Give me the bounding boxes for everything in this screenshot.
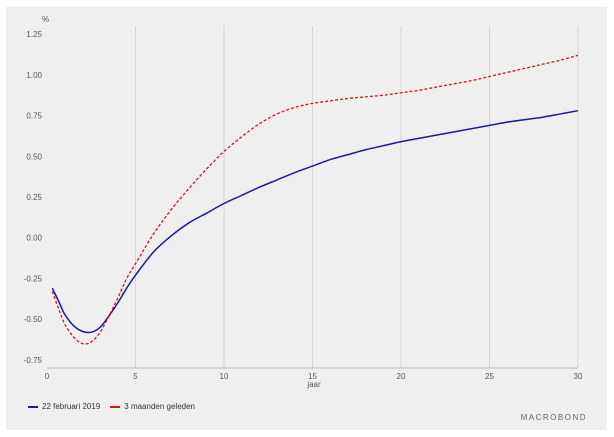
y-axis-unit-label: % bbox=[42, 15, 49, 24]
x-tick-label: 30 bbox=[574, 372, 583, 381]
chart-frame: 0 5 10 15 20 25 30 1.25 1.00 0.75 0.50 0.25 0.00 -0.2… bbox=[6, 7, 607, 430]
brand-logo: MACROBOND bbox=[520, 413, 587, 422]
x-tick-label: 15 bbox=[308, 372, 317, 381]
x-tick-label: 20 bbox=[397, 372, 406, 381]
legend-item-series-2: 3 maanden geleden bbox=[110, 402, 195, 411]
legend: 22 februari 2019 3 maanden geleden bbox=[28, 402, 195, 411]
x-tick-label: 25 bbox=[485, 372, 494, 381]
series-line-1 bbox=[51, 109, 579, 334]
legend-label-series-1: 22 februari 2019 bbox=[42, 402, 101, 411]
y-tick-label: -0.25 bbox=[24, 274, 43, 283]
x-tick-label: 0 bbox=[45, 372, 50, 381]
legend-label-series-2: 3 maanden geleden bbox=[124, 402, 195, 411]
y-tick-label: 1.00 bbox=[26, 71, 42, 80]
y-tick-label: 0.50 bbox=[26, 152, 42, 161]
y-tick-label: -0.50 bbox=[24, 315, 43, 324]
y-tick-label: 0.00 bbox=[26, 234, 42, 243]
y-tick-label: -0.75 bbox=[24, 356, 43, 365]
legend-swatch-dashed bbox=[110, 405, 121, 408]
y-tick-label: 0.75 bbox=[26, 112, 42, 121]
line-chart: 0 5 10 15 20 25 30 1.25 1.00 0.75 0.50 0.25 0.00 -0.2… bbox=[24, 15, 583, 389]
x-tick-label: 5 bbox=[133, 372, 138, 381]
x-tick-label: 10 bbox=[220, 372, 229, 381]
legend-swatch-solid bbox=[28, 405, 38, 408]
y-tick-label: 1.25 bbox=[26, 30, 42, 39]
y-tick-label: 0.25 bbox=[26, 193, 42, 202]
legend-item-series-1: 22 februari 2019 bbox=[28, 402, 100, 411]
x-axis-label: jaar bbox=[306, 380, 321, 389]
series-line-2 bbox=[51, 54, 579, 345]
